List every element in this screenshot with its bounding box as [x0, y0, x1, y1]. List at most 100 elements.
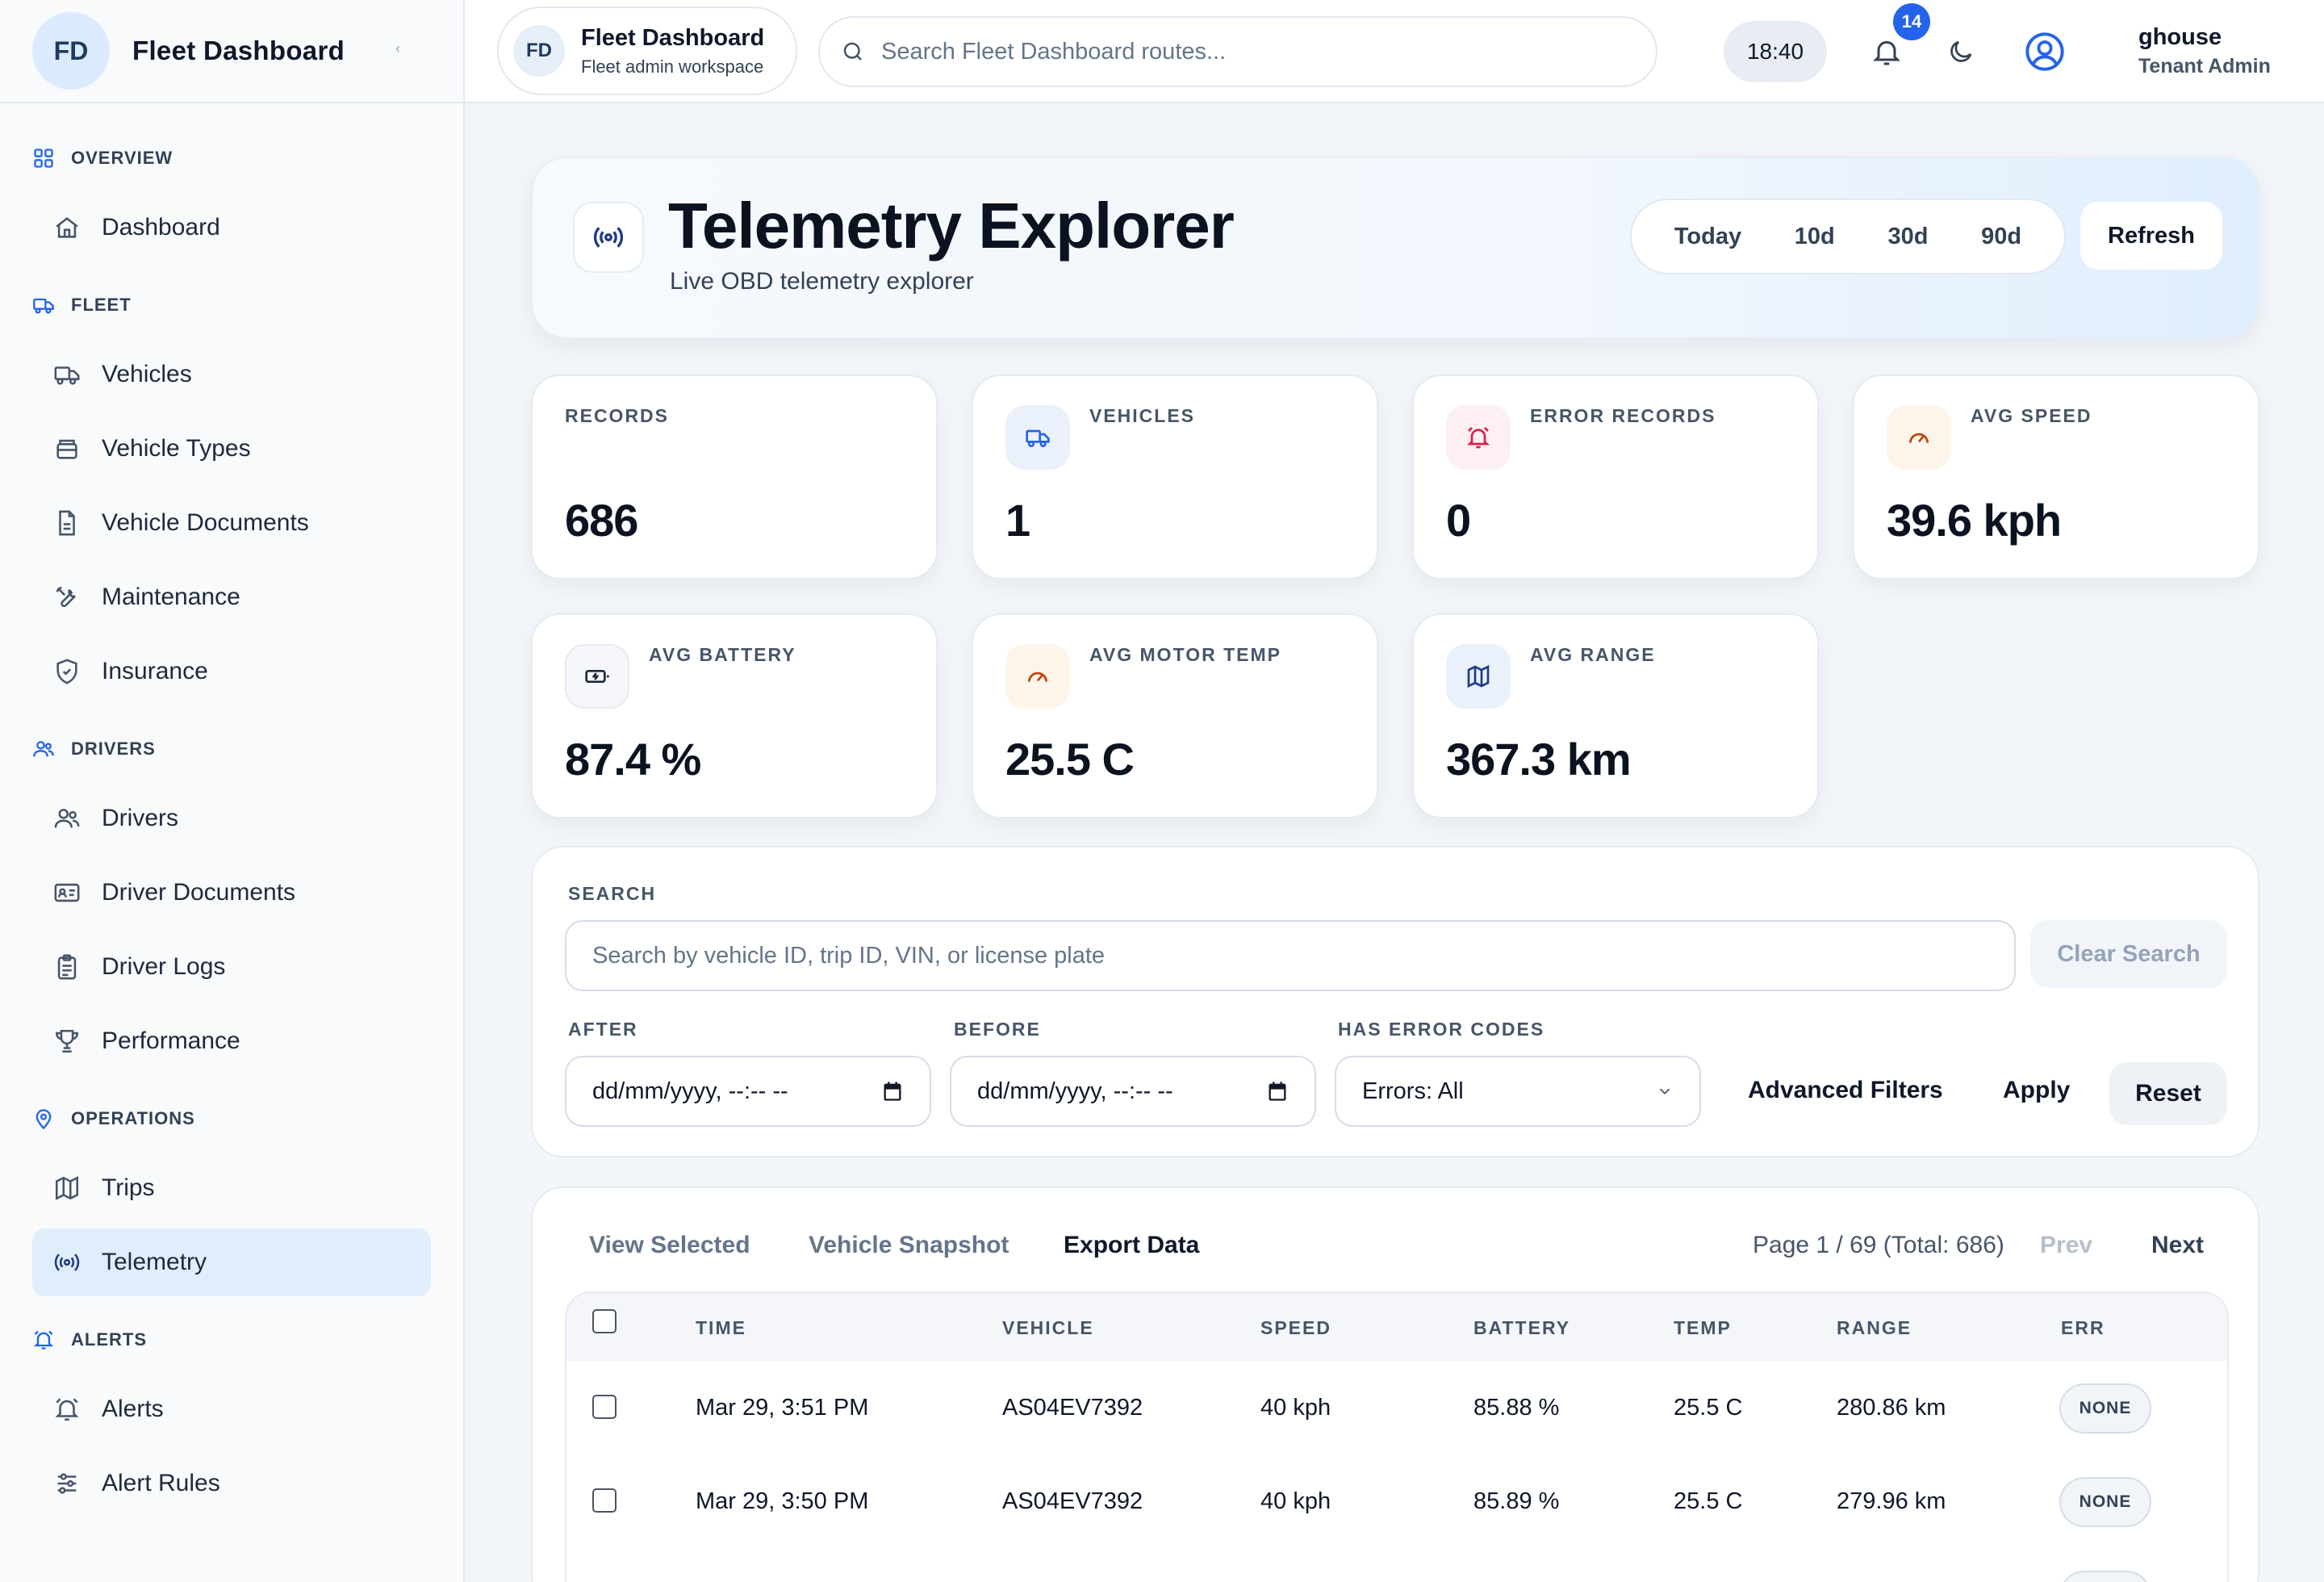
topbar: FD Fleet Dashboard Fleet admin workspace…	[465, 0, 2324, 103]
stat-value: 686	[565, 495, 638, 546]
map-icon	[55, 1176, 79, 1200]
range-90d-button[interactable]: 90d	[1981, 223, 2022, 249]
cell-battery: 85.88 %	[1473, 1395, 1560, 1421]
telemetry-search[interactable]	[565, 920, 2016, 991]
sidebar-item-label: Insurance	[102, 658, 208, 684]
prev-page-button[interactable]: Prev	[2040, 1232, 2093, 1258]
tab-view-selected[interactable]: View Selected	[589, 1232, 750, 1258]
stat-label: AVG RANGE	[1530, 644, 1656, 665]
global-search[interactable]	[818, 16, 1657, 87]
row-checkbox[interactable]	[592, 1488, 617, 1513]
tab-vehicle-snapshot[interactable]: Vehicle Snapshot	[809, 1232, 1009, 1258]
workspace-subtitle: Fleet admin workspace	[581, 56, 764, 77]
error-codes-select[interactable]: Errors: All	[1335, 1056, 1701, 1127]
telemetry-search-input[interactable]	[592, 942, 1964, 969]
trophy-icon	[55, 1029, 79, 1053]
tab-export-data[interactable]: Export Data	[1064, 1232, 1200, 1258]
user-circle-icon[interactable]	[2024, 31, 2066, 73]
stat-value: 87.4 %	[565, 734, 701, 785]
reset-button[interactable]: Reset	[2109, 1062, 2227, 1125]
workspace-avatar: FD	[513, 25, 565, 77]
collapse-sidebar-button[interactable]: ‹	[395, 40, 400, 56]
range-10d-button[interactable]: 10d	[1794, 223, 1835, 249]
sidebar-item-alerts[interactable]: Alerts	[32, 1375, 431, 1443]
error-status-badge: NONE	[2059, 1383, 2151, 1433]
sidebar-item-label: Telemetry	[102, 1249, 207, 1275]
before-date-field[interactable]: dd/mm/yyyy, --:-- --	[950, 1056, 1316, 1127]
calendar-icon[interactable]	[881, 1080, 904, 1103]
refresh-button[interactable]: Refresh	[2080, 202, 2222, 270]
sidebar-item-label: Vehicles	[102, 361, 192, 387]
stat-icon	[1005, 405, 1070, 470]
range-today-button[interactable]: Today	[1674, 223, 1742, 249]
sidebar-item-vehicles[interactable]: Vehicles	[32, 341, 431, 408]
column-header-range[interactable]: RANGE	[1837, 1317, 1912, 1338]
selected-value: Errors: All	[1362, 1078, 1464, 1104]
sidebar-item-driver-logs[interactable]: Driver Logs	[32, 933, 431, 1001]
sidebar-item-label: Drivers	[102, 805, 178, 831]
clear-search-button[interactable]: Clear Search	[2030, 920, 2227, 988]
sidebar-item-vehicle-types[interactable]: Vehicle Types	[32, 415, 431, 483]
sidebar-item-label: Performance	[102, 1027, 240, 1054]
table-row[interactable]: Mar 29, 3:50 PM AS04EV7392 40 kph 85.89 …	[566, 1456, 2227, 1550]
select-all-checkbox[interactable]	[592, 1309, 617, 1333]
sidebar-item-telemetry[interactable]: Telemetry	[32, 1228, 431, 1296]
sidebar-item-performance[interactable]: Performance	[32, 1007, 431, 1075]
alarm-icon	[33, 1330, 54, 1350]
sidebar-item-alert-rules[interactable]: Alert Rules	[32, 1450, 431, 1517]
stat-card-records: RECORDS 686	[531, 375, 938, 580]
range-30d-button[interactable]: 30d	[1887, 223, 1929, 249]
main-content: Telemetry Explorer Live OBD telemetry ex…	[465, 103, 2324, 1582]
column-header-err[interactable]: ERR	[2061, 1317, 2105, 1338]
row-checkbox[interactable]	[592, 1395, 617, 1419]
sidebar-item-dashboard[interactable]: Dashboard	[32, 194, 431, 262]
time-range-selector: Today 10d 30d 90d	[1630, 199, 2066, 274]
column-header-battery[interactable]: BATTERY	[1473, 1317, 1571, 1338]
page-icon	[573, 202, 644, 273]
workspace-switcher[interactable]: FD Fleet Dashboard Fleet admin workspace	[497, 6, 797, 95]
sidebar-item-vehicle-documents[interactable]: Vehicle Documents	[32, 489, 431, 557]
grid-icon	[34, 149, 53, 168]
bell-icon[interactable]	[1870, 36, 1903, 68]
section-label: OVERVIEW	[71, 148, 173, 168]
column-header-time[interactable]: TIME	[696, 1317, 746, 1338]
column-header-temp[interactable]: TEMP	[1674, 1317, 1732, 1338]
cell-vehicle: AS04EV7392	[1002, 1488, 1143, 1514]
sidebar-item-trips[interactable]: Trips	[32, 1154, 431, 1222]
section-operations: OPERATIONS	[0, 1083, 463, 1154]
stat-card-error-records: ERROR RECORDS 0	[1412, 375, 1819, 580]
user-role: Tenant Admin	[2138, 55, 2271, 77]
global-search-input[interactable]	[881, 38, 1607, 65]
section-alerts: ALERTS	[0, 1304, 463, 1375]
stat-value: 1	[1005, 495, 1030, 546]
next-page-button[interactable]: Next	[2151, 1232, 2205, 1258]
apply-button[interactable]: Apply	[2003, 1077, 2071, 1103]
section-label: ALERTS	[71, 1329, 147, 1350]
sidebar-item-drivers[interactable]: Drivers	[32, 785, 431, 852]
sidebar-item-maintenance[interactable]: Maintenance	[32, 563, 431, 631]
moon-icon[interactable]	[1946, 37, 1975, 66]
user-name[interactable]: ghouse	[2138, 24, 2222, 50]
sliders-icon	[57, 1473, 77, 1494]
after-date-field[interactable]: dd/mm/yyyy, --:-- --	[565, 1056, 931, 1127]
column-header-speed[interactable]: SPEED	[1260, 1317, 1331, 1338]
broadcast-icon	[593, 227, 624, 248]
error-status-badge: NONE	[2059, 1477, 2151, 1527]
advanced-filters-button[interactable]: Advanced Filters	[1748, 1077, 1943, 1103]
calendar-icon[interactable]	[1266, 1080, 1289, 1103]
brand-name[interactable]: Fleet Dashboard	[132, 36, 345, 65]
column-header-vehicle[interactable]: VEHICLE	[1002, 1317, 1094, 1338]
stat-card-avg-range: AVG RANGE 367.3 km	[1412, 613, 1819, 818]
sidebar-item-label: Vehicle Documents	[102, 509, 309, 536]
stat-label: AVG SPEED	[1971, 405, 2092, 426]
stat-label: ERROR RECORDS	[1530, 405, 1716, 426]
wrench-icon	[56, 586, 76, 608]
table-row[interactable]: Mar 29, 3:51 PM AS04EV7392 40 kph 85.88 …	[566, 1362, 2227, 1456]
chevron-down-icon	[1659, 1088, 1670, 1095]
gauge-icon	[1028, 672, 1047, 682]
table-row[interactable]	[566, 1550, 2227, 1582]
sidebar-item-insurance[interactable]: Insurance	[32, 638, 431, 705]
cell-range: 279.96 km	[1837, 1488, 1946, 1514]
sidebar-item-driver-documents[interactable]: Driver Documents	[32, 859, 431, 927]
cell-time: Mar 29, 3:51 PM	[696, 1395, 869, 1421]
